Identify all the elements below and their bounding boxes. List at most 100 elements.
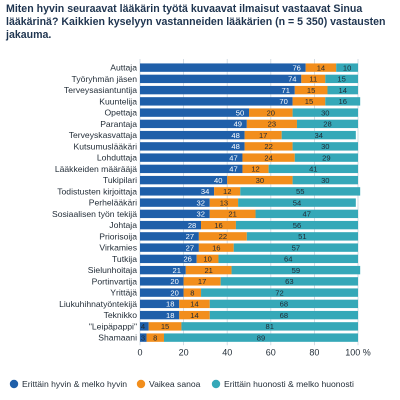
- data-label: 59: [292, 266, 300, 275]
- data-label: 10: [343, 63, 351, 72]
- category-label: "Leipäpappi": [89, 321, 137, 331]
- bar-segment: [249, 108, 293, 117]
- category-label: Terveyskasvattaja: [69, 130, 138, 140]
- bar-segment: [140, 175, 228, 185]
- bar-segment: [198, 243, 234, 252]
- data-label: 17: [259, 131, 267, 140]
- data-label: 16: [214, 221, 222, 230]
- category-label: Lääkkeiden määrääjä: [55, 164, 137, 174]
- legend: Erittäin hyvin & melko hyvin Vaikea sanoa…: [9, 379, 354, 389]
- category-label: Tukipilari: [103, 175, 137, 185]
- data-label: 30: [321, 176, 329, 185]
- data-label: 56: [293, 221, 301, 230]
- bar-segment: [140, 265, 186, 275]
- bar-segment: [140, 288, 184, 297]
- bar-segment: [163, 333, 358, 342]
- bar-segment: [181, 322, 358, 331]
- data-label: 11: [309, 75, 317, 84]
- bar-segment: [231, 265, 361, 275]
- data-label: 63: [285, 277, 293, 286]
- data-label: 68: [280, 311, 288, 320]
- data-label: 22: [219, 232, 227, 241]
- bar-segment: [140, 209, 210, 219]
- data-label: 8: [153, 333, 157, 342]
- bar-segment: [209, 198, 239, 207]
- bar-segment: [140, 232, 199, 241]
- bar-segment: [325, 97, 361, 106]
- category-label: Sielunhoitaja: [88, 265, 137, 275]
- data-label: 18: [166, 300, 174, 309]
- bar-segment: [294, 85, 328, 95]
- data-label: 57: [292, 243, 300, 252]
- category-label: Yrittäjä: [110, 288, 137, 298]
- data-label: 27: [186, 232, 194, 241]
- legend-label: Erittäin huonosti & melko huonosti: [224, 379, 354, 389]
- category-label: Työryhmän jäsen: [72, 74, 138, 84]
- bar-segment: [209, 310, 358, 320]
- data-label: 51: [298, 232, 306, 241]
- data-label: 15: [305, 97, 313, 106]
- bar-segment: [235, 220, 358, 230]
- data-label: 28: [188, 221, 196, 230]
- data-label: 24: [264, 153, 272, 162]
- category-label: Terveysasiantuntija: [64, 85, 137, 95]
- category-label: Lohduttaja: [97, 153, 137, 163]
- data-label: 26: [183, 255, 191, 264]
- data-label: 34: [201, 187, 209, 196]
- bar-segment: [201, 288, 358, 297]
- data-label: 21: [173, 266, 181, 275]
- bar-segment: [214, 187, 241, 196]
- category-label: Tutkija: [112, 254, 137, 264]
- bar-segment: [140, 333, 147, 342]
- data-label: 8: [190, 288, 194, 297]
- chart-title: Miten hyvin seuraavat lääkärin työtä kuv…: [6, 3, 386, 41]
- bar-segment: [140, 85, 295, 95]
- category-label: Auttaja: [110, 63, 137, 73]
- data-label: 34: [315, 131, 323, 140]
- bar-segment: [292, 108, 358, 117]
- data-label: 29: [322, 153, 330, 162]
- bar-segment: [233, 243, 358, 252]
- data-label: 89: [257, 333, 265, 342]
- data-label: 70: [279, 97, 287, 106]
- data-label: 81: [265, 322, 273, 331]
- data-label: 10: [203, 255, 211, 264]
- bar-segment: [244, 130, 282, 140]
- data-label: 14: [317, 63, 325, 72]
- bar-segment: [148, 322, 182, 331]
- bar-segment: [246, 119, 297, 129]
- data-label: 72: [275, 288, 283, 297]
- category-label: Johtaja: [109, 220, 137, 230]
- legend-label: Erittäin hyvin & melko hyvin: [22, 379, 127, 389]
- bar-segment: [246, 232, 358, 241]
- data-label: 15: [337, 75, 345, 84]
- bar-segment: [201, 220, 236, 230]
- data-label: 20: [170, 277, 178, 286]
- bar-segment: [146, 333, 164, 342]
- bar-segment: [183, 288, 202, 297]
- data-label: 55: [296, 187, 304, 196]
- data-label: 40: [214, 176, 222, 185]
- data-label: 30: [256, 176, 264, 185]
- x-tick-label: 20: [179, 347, 189, 357]
- category-label: Shamaani: [98, 333, 137, 343]
- x-axis-ticks: 0 20 40 60 80 100 %: [137, 347, 370, 357]
- bar-segment: [227, 175, 293, 185]
- category-label: Opettaja: [105, 108, 138, 118]
- data-label: 76: [292, 63, 300, 72]
- data-label: 47: [229, 165, 237, 174]
- data-label: 54: [293, 198, 301, 207]
- bar-segment: [268, 164, 358, 174]
- bar-segment: [296, 119, 358, 129]
- bar-segment: [292, 97, 326, 106]
- bar-segment: [140, 164, 243, 174]
- data-label: 18: [166, 311, 174, 320]
- bar-segment: [327, 85, 358, 95]
- bar-segment: [242, 153, 295, 162]
- data-label: 15: [307, 86, 315, 95]
- bar-segment: [305, 63, 337, 72]
- category-label: Priorisoija: [99, 231, 137, 241]
- bar-segment: [140, 142, 245, 151]
- data-label: 17: [198, 277, 206, 286]
